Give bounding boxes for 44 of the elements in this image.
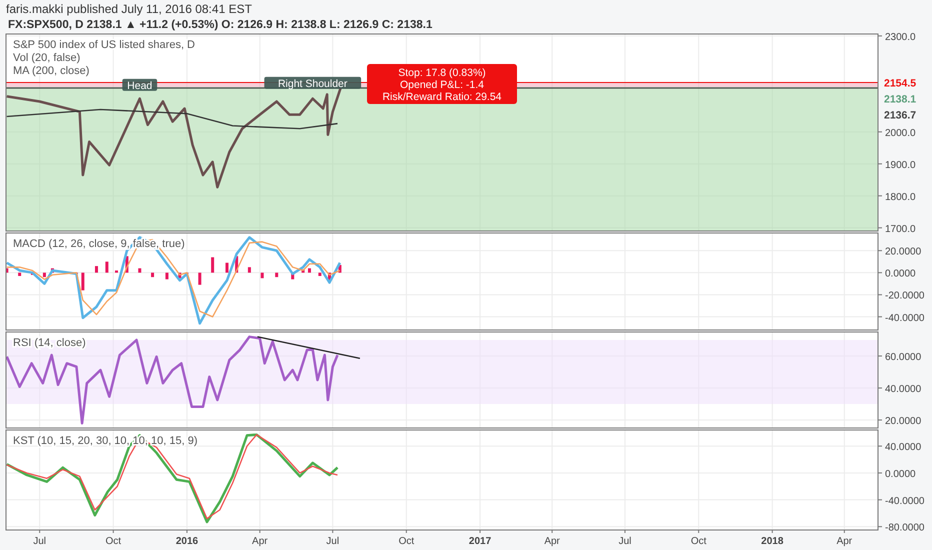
x-tick-label: Apr [836,536,853,547]
x-tick-label: Oct [690,536,707,547]
y-tick-label: 40.0000 [885,442,922,454]
chart-title: faris.makki published July 11, 2016 08:41 EST [6,2,253,16]
y-tick-label: -40.0000 [885,496,925,507]
y-tick-label: -20.0000 [885,290,925,302]
y-tick-label: 1800.0 [885,192,916,203]
annotation: Stop: 17.8 (0.83%) [398,67,486,79]
price-tag: 2136.7 [884,109,916,122]
y-tick-label: 20.0000 [885,416,922,427]
annotation: Risk/Reward Ratio: 29.54 [382,91,502,103]
annotation: Right Shoulder [278,78,348,90]
x-tick-label: 2018 [761,536,784,547]
y-tick-label: 2000.0 [885,128,916,139]
x-tick-label: Apr [544,536,561,547]
x-tick-label: Apr [252,536,268,547]
x-tick-label: Jul [33,536,46,547]
y-tick-label: 0.0000 [885,468,916,480]
x-tick-label: Jul [326,536,340,547]
y-tick-label: 40.0000 [885,384,922,395]
chart-subtitle: FX:SPX500, D 2138.1 ▲ +11.2 (+0.53%) O: 2126.9 H: 2138.8 L: 2126.9 C: 2138.1 [8,19,433,31]
annotation: Vol (20, false) [13,52,80,64]
x-tick-label: Jul [618,536,632,547]
y-tick-label: -40.0000 [885,312,925,324]
annotation: S&P 500 index of US listed shares, D [13,39,196,51]
label-tag: Right Shoulder [264,76,362,90]
x-tick-label: Oct [398,536,414,547]
x-tick-label: 2017 [468,536,492,547]
annotation: Opened P&L: -1.4 [400,79,484,91]
y-tick-label: 2300.0 [885,32,916,43]
callout: Stop: 17.8 (0.83%) Opened P&L: -1.4 Risk/Reward Ratio: 29.54 [367,64,517,104]
annotation: MA (200, close) [13,65,90,77]
y-tick-label: 0.0000 [885,268,916,280]
annotation: Head [127,80,152,92]
y-tick-label: 20.0000 [885,246,922,258]
y-tick-label: -80.0000 [885,522,925,534]
chart-title: RSI (14, close) [13,337,86,349]
price-tag: 2154.5 [884,77,916,90]
y-tick-label: 60.0000 [885,352,922,363]
x-tick-label: Oct [106,536,122,547]
x-tick-label: 2016 [176,536,199,547]
y-tick-label: 1700.0 [885,224,916,235]
y-tick-label: 1900.0 [885,160,916,171]
price-tag: 2138.1 [884,93,916,106]
